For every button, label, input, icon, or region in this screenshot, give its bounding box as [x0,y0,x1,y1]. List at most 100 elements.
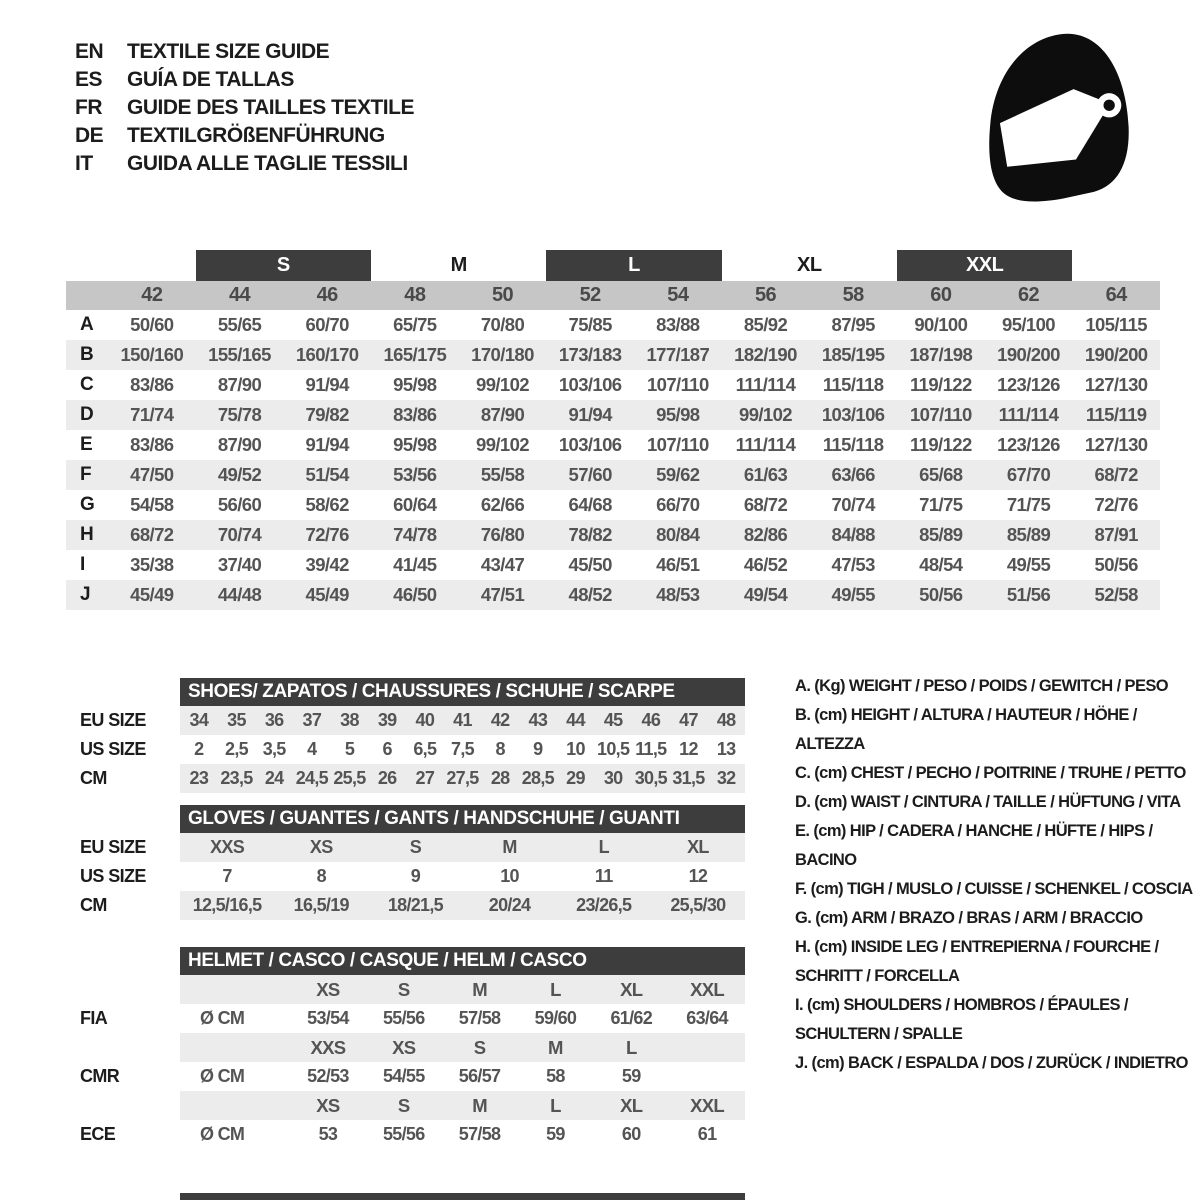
size-value: 59/62 [656,464,700,485]
legend-item: D. (cm) WAIST / CINTURA / TAILLE / HÜFTU… [795,793,1181,811]
shoes-value: 42 [490,710,510,730]
size-value: 49/55 [1006,554,1051,575]
helmet-size-label: M [548,1036,563,1058]
numeric-size: 50 [491,284,514,306]
shoes-value: 43 [528,710,548,730]
numeric-size: 46 [316,284,339,306]
gloves-value: XL [687,837,709,857]
size-value: 111/114 [735,434,796,455]
size-value: 71/75 [919,494,963,515]
measure-row-i: I 35/38 37/40 39/42 41/45 43/47 45/50 46/51 46/5… [66,550,1160,580]
gloves-value: S [409,837,422,857]
helmet-size-label: L [625,1036,637,1058]
shoes-value: 26 [377,768,397,788]
shoes-value: 24,5 [295,768,329,788]
language-row: IT GUIDA ALLE TAGLIE TESSILI [75,150,414,178]
language-code: ES [75,68,103,91]
helmet-sizes: XS S M L XL XXL [180,975,745,1004]
size-value: 45/49 [305,584,350,605]
gloves-table-title: GLOVES / GUANTES / GANTS / HANDSCHUHE / … [180,805,745,833]
shoes-value: 37 [302,710,322,730]
size-value: 79/82 [305,404,350,425]
size-value: 37/40 [217,554,262,575]
helmet-value: 57/58 [458,1124,501,1144]
size-band-l: L [546,250,722,281]
size-value: 78/82 [568,524,613,545]
gloves-value: 10 [500,866,519,886]
gloves-value: 12,5/16,5 [192,895,262,915]
cropped-section-band [180,1193,745,1200]
size-value: 187/198 [909,344,973,365]
numeric-size: 56 [754,284,777,306]
size-value: 41/45 [393,554,437,575]
size-value: 50/56 [1094,554,1139,575]
shoes-value: 4 [307,739,317,759]
size-value: 63/66 [831,464,876,485]
size-value: 177/187 [646,344,710,365]
gloves-values: 12,5/16,5 16,5/19 18/21,5 20/24 23/26,5 25,5/… [180,891,745,920]
helmet-values: Ø CM 52/53 54/55 56/57 58 59 [180,1062,745,1091]
size-value: 51/54 [305,464,350,485]
size-value: 64/68 [568,494,613,515]
legend-item: A. (Kg) WEIGHT / PESO / POIDS / GEWITCH … [795,677,1169,695]
size-value: 58/62 [305,494,350,515]
shoes-row-eu-size: EU SIZE 34 35 36 37 38 39 40 41 42 43 44 45 46 47 48 [80,706,745,735]
helmet-size-label: S [473,1036,486,1058]
size-value: 46/52 [743,554,788,575]
size-value: 155/165 [208,344,271,365]
shoes-value: 32 [716,768,736,788]
size-value: 84/88 [831,524,876,545]
numeric-size: 60 [930,284,952,306]
helmet-values: Ø CM 53 55/56 57/58 59 60 61 [180,1120,745,1149]
size-value: 115/118 [822,374,884,395]
shoes-value: 12 [679,739,698,759]
helmet-size-table: HELMET / CASCO / CASQUE / HELM / CASCO X… [80,947,745,1149]
helmet-value: 60 [621,1124,641,1144]
shoes-value: 7,5 [451,739,475,759]
size-value: 95/98 [393,434,437,455]
shoes-value: 39 [377,710,397,730]
measurement-legend: A. (Kg) WEIGHT / PESO / POIDS / GEWITCH … [795,672,1200,1078]
size-value: 170/180 [471,344,534,365]
row-letter: H [80,524,94,545]
shoes-row-us-size: US SIZE 2 2,5 3,5 4 5 6 6,5 7,5 8 9 10 10,5 11,5 12 13 [80,735,745,764]
accessory-tables: SHOES/ ZAPATOS / CHAUSSURES / SCHUHE / S… [80,678,745,1149]
helmet-size-label: XL [620,1094,643,1116]
language-title: GUIDA ALLE TAGLIE TESSILI [127,152,408,175]
shoes-value: 38 [340,710,359,730]
diameter-label: Ø CM [200,1066,245,1086]
shoes-value: 8 [495,739,506,759]
size-value: 65/75 [393,314,437,335]
numeric-size: 48 [404,284,426,306]
size-value: 47/51 [480,584,525,605]
language-row: EN TEXTILE SIZE GUIDE [75,38,414,66]
row-label: US SIZE [80,739,146,759]
helmet-size-label: XXS [310,1036,346,1058]
standard-label: CMR [80,1066,120,1086]
shoes-table-title: SHOES/ ZAPATOS / CHAUSSURES / SCHUHE / S… [180,678,745,706]
helmet-table-title: HELMET / CASCO / CASQUE / HELM / CASCO [180,947,745,975]
size-value: 87/90 [217,374,262,395]
numeric-size: 52 [579,284,602,306]
helmet-value: 58 [546,1066,565,1086]
legend-item: B. (cm) HEIGHT / ALTURA / HAUTEUR / HÖHE… [795,706,1137,753]
helmet-size-label: L [550,978,561,1000]
size-value: 54/58 [130,494,174,515]
size-value: 49/55 [831,584,876,605]
size-value: 65/68 [919,464,963,485]
size-value: 46/50 [393,584,437,605]
size-value: 83/86 [130,374,174,395]
size-value: 123/126 [997,434,1060,455]
legend-item: C. (cm) CHEST / PECHO / POITRINE / TRUHE… [795,764,1186,782]
gloves-value: 20/24 [488,895,531,915]
size-value: 50/60 [130,314,174,335]
gloves-value: 9 [410,866,421,886]
helmet-size-label: XS [316,978,340,1000]
row-label: CM [80,895,107,915]
size-value: 85/89 [1006,524,1051,545]
language-title: GUIDE DES TAILLES TEXTILE [127,96,414,119]
helmet-values: Ø CM 53/54 55/56 57/58 59/60 61/62 63/64 [180,1004,745,1033]
language-row: ES GUÍA DE TALLAS [75,66,414,94]
size-value: 95/98 [393,374,437,395]
helmet-values-row-cmr: CMR Ø CM 52/53 54/55 56/57 58 59 [80,1062,745,1091]
